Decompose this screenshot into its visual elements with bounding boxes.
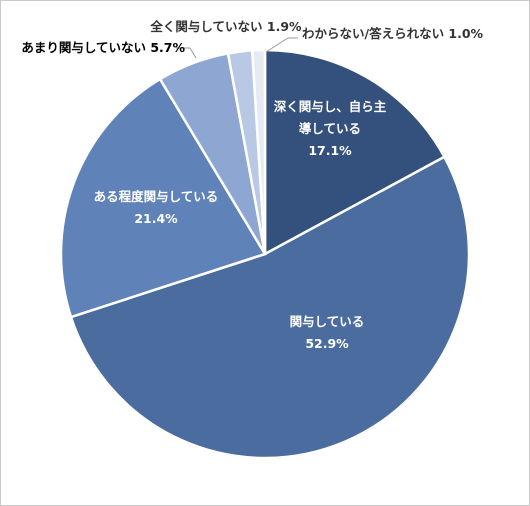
pie-slice-6 [250,48,267,256]
slice-label-4: あまり関与していない 5.7% [21,40,185,55]
pie-slice-2 [69,155,471,460]
leader-line-4 [176,47,197,59]
leader-line-6 [265,37,298,53]
slice-label-5: 全く関与していない 1.9% [149,19,302,34]
slice-label-1: 深く関与し、自ら主導している 17.1% [274,99,387,158]
slice-label-6: わからない/答えられない 1.0% [302,26,484,41]
slice-label-3: ある程度関与している 21.4% [94,189,219,226]
pie-slice-1 [263,48,446,256]
slice-label-2: 関与している 52.9% [290,314,365,351]
pie-slice-3 [59,77,267,319]
